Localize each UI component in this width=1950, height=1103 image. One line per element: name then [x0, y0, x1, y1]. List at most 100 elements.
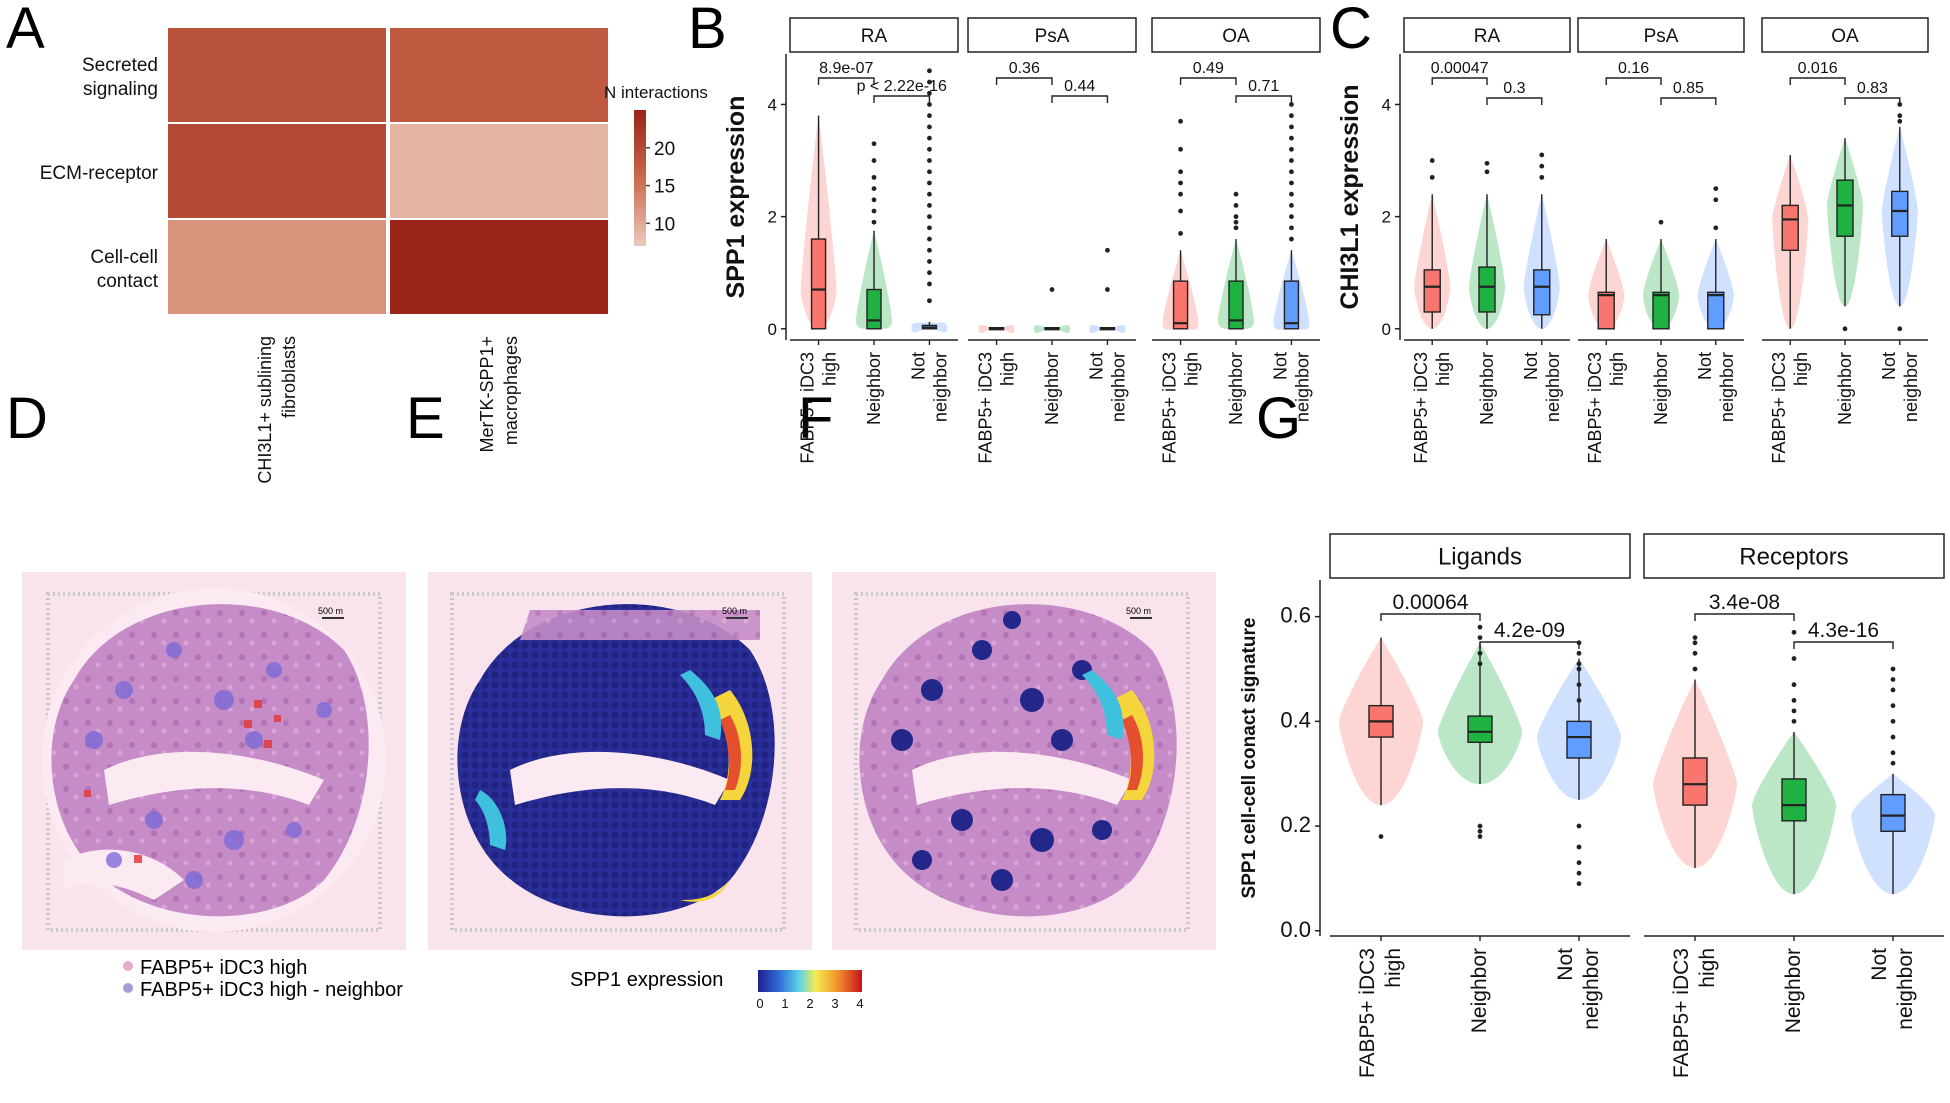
outlier-point	[1477, 624, 1483, 630]
heatmap-row-label: contact	[97, 271, 159, 292]
y-tick-label: 2	[1382, 208, 1391, 227]
box	[1880, 793, 1906, 832]
p-value-label: 0.00064	[1393, 591, 1469, 614]
x-tick-label: FABP5+ iDC3	[1769, 352, 1789, 464]
outlier-point	[927, 298, 932, 304]
outlier-point	[1477, 650, 1483, 656]
outlier-point	[1576, 870, 1582, 876]
spatial-panel-d: 500 m	[22, 572, 406, 950]
x-tick-label: Not	[1879, 352, 1899, 380]
outlier-point	[1477, 834, 1483, 839]
x-tick-label: FABP5+ iDC3	[1411, 352, 1431, 464]
outlier-point	[1539, 174, 1545, 180]
outlier-point	[927, 225, 932, 231]
box	[866, 288, 882, 330]
x-tick-label: Not	[1521, 352, 1541, 380]
outlier-point	[871, 141, 877, 147]
outlier-point	[927, 68, 932, 74]
y-axis-label: CHI3L1 expression	[1336, 84, 1364, 309]
y-tick-label: 0.4	[1280, 707, 1311, 732]
outlier-point	[1658, 219, 1664, 225]
comparison-bracket	[1235, 95, 1293, 103]
panel-letter-b: B	[688, 0, 727, 61]
facet-strip	[1643, 533, 1945, 579]
outlier-point	[871, 208, 877, 214]
x-tick-label: Not	[908, 352, 928, 380]
spatial-panel-e: 500 m	[428, 572, 812, 950]
comparison-bracket	[1380, 613, 1481, 621]
heatmap-cell	[390, 124, 608, 218]
x-tick-label: neighbor	[1901, 352, 1921, 422]
x-tick-label: neighbor	[1543, 352, 1563, 422]
colorbar-tick-label: 0	[756, 996, 763, 1011]
outlier-point	[1897, 113, 1903, 119]
heatmap-row-label: Secreted	[82, 55, 158, 76]
heatmap-legend-title: N interactions	[604, 83, 708, 102]
scale-bar-d: 500 m	[318, 606, 343, 616]
x-tick-label: high	[1182, 352, 1202, 386]
outlier-point	[927, 102, 932, 107]
outlier-point	[927, 203, 932, 208]
outlier-point	[1289, 146, 1294, 152]
panel-letter-e: E	[406, 386, 445, 451]
comparison-bracket	[817, 77, 875, 85]
facet-strip	[1151, 17, 1321, 53]
y-tick-label: 0.0	[1280, 917, 1311, 942]
heatmap-cell	[168, 28, 386, 122]
outlier-point	[1576, 881, 1582, 887]
outlier-point	[927, 158, 932, 163]
outlier-point	[1576, 682, 1582, 688]
outlier-point	[1178, 208, 1183, 214]
facet-strip-label: RA	[1474, 26, 1501, 47]
box	[1566, 720, 1592, 759]
x-tick-label: high	[1791, 352, 1811, 386]
heatmap-cell	[168, 124, 386, 218]
outlier-point	[927, 214, 932, 220]
facet-strip	[789, 17, 959, 53]
x-tick-label: Neighbor	[1651, 352, 1671, 425]
x-tick-label: neighbor	[1894, 948, 1917, 1030]
panel-letter-g: G	[1256, 386, 1301, 451]
x-tick-label: FABP5+ iDC3	[1356, 948, 1379, 1078]
outlier-point	[927, 124, 932, 130]
outlier-point	[1477, 823, 1483, 829]
comparison-bracket	[1660, 97, 1717, 105]
outlier-point	[1289, 169, 1294, 175]
box	[1423, 269, 1441, 313]
outlier-point	[1791, 682, 1797, 688]
heatmap-cell	[168, 220, 386, 314]
outlier-point	[1429, 158, 1435, 163]
outlier-point	[927, 79, 932, 85]
x-tick-label: Not	[1868, 948, 1891, 981]
x-tick-label: high	[1607, 352, 1627, 386]
outlier-point	[1233, 225, 1239, 231]
heatmap-legend-bar	[634, 110, 646, 246]
box	[1467, 715, 1493, 743]
colorbar-tick-label: 4	[856, 996, 863, 1011]
outlier-point	[1105, 247, 1110, 253]
outlier-point	[1890, 687, 1896, 693]
outlier-point	[927, 281, 932, 287]
comparison-bracket	[1844, 97, 1901, 105]
outlier-point	[927, 247, 932, 253]
panel-letter-f: F	[798, 386, 833, 451]
outlier-point	[1576, 661, 1582, 667]
p-value-label: 4.3e-16	[1808, 619, 1879, 642]
p-value-label: 0.00047	[1431, 60, 1489, 77]
box	[810, 238, 827, 330]
outlier-point	[1178, 191, 1183, 197]
y-tick-label: 0	[768, 320, 777, 339]
outlier-point	[927, 113, 932, 119]
violin	[1089, 325, 1126, 334]
outlier-point	[1791, 708, 1797, 714]
p-value-label: 0.36	[1009, 60, 1040, 77]
y-axis-label: SPP1 cell-cell conact signature	[1239, 618, 1260, 899]
p-value-label: 0.16	[1618, 60, 1649, 77]
outlier-point	[1429, 174, 1435, 180]
x-tick-label: Neighbor	[1226, 352, 1246, 425]
outlier-point	[1713, 225, 1719, 231]
outlier-point	[1539, 152, 1545, 158]
facet-strip	[1329, 533, 1631, 579]
outlier-point	[1890, 750, 1896, 756]
outlier-point	[1477, 828, 1483, 834]
